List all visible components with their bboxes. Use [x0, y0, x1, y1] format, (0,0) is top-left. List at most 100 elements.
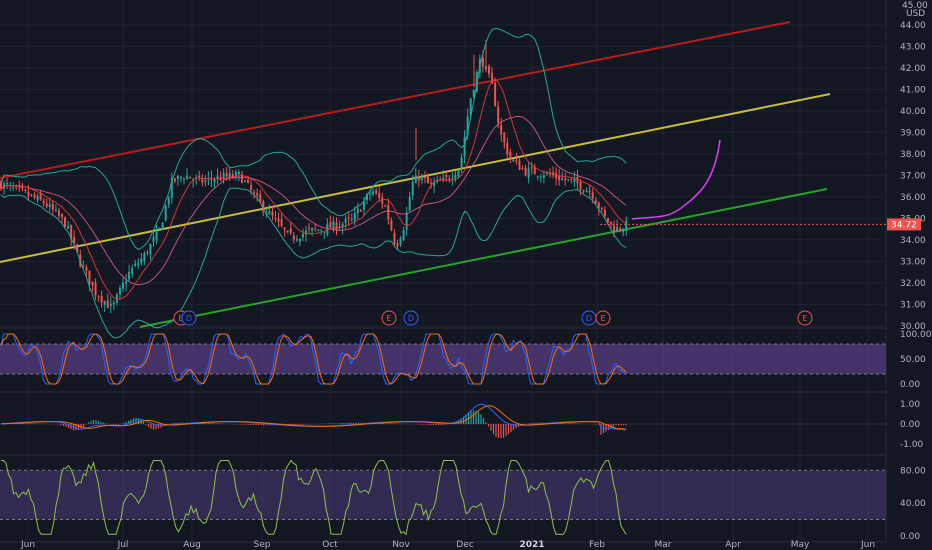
candle-body	[390, 220, 393, 231]
candle-body	[616, 226, 619, 232]
candle-body	[579, 181, 582, 190]
candle-body	[234, 171, 237, 176]
candle-body	[585, 190, 588, 193]
event-marker-label: E	[178, 314, 183, 323]
candle-body	[12, 187, 15, 189]
candle-body	[97, 296, 100, 298]
candle-body	[588, 190, 591, 193]
upper-channel-line	[0, 21, 791, 179]
lower-channel-line	[139, 188, 828, 328]
x-tick-label: Aug	[183, 540, 201, 550]
event-marker: D	[181, 310, 197, 326]
candle-body	[625, 220, 628, 231]
candle-body	[591, 192, 594, 199]
candle-body	[51, 203, 54, 210]
candle-body	[317, 229, 320, 231]
candle-body	[356, 208, 359, 213]
candle-body	[137, 263, 140, 266]
candle-body	[344, 218, 347, 223]
candle-body	[512, 159, 515, 161]
candle-body	[423, 176, 426, 179]
x-tick-label: Mar	[655, 540, 672, 550]
grid	[0, 0, 887, 543]
candle-body	[564, 178, 567, 180]
candle-body	[54, 209, 57, 211]
candle-body	[298, 238, 301, 242]
candle-body	[332, 221, 335, 230]
macd-signal-line	[0, 405, 627, 430]
candle-body	[231, 174, 234, 178]
candle-body	[472, 90, 475, 97]
candle-body	[314, 228, 317, 230]
y-tick-label: 0.00	[900, 380, 920, 390]
candle-body	[408, 196, 411, 211]
candle-body	[125, 281, 128, 284]
candle-body	[305, 230, 307, 235]
candle-body	[146, 252, 149, 254]
candle-body	[64, 217, 67, 227]
candle-body	[384, 205, 387, 207]
candlestick-series	[0, 27, 628, 339]
y-tick-label: 32.00	[900, 279, 926, 289]
y-tick-label: 34.00	[900, 236, 926, 246]
candle-body	[597, 202, 600, 209]
candle-body	[466, 116, 469, 136]
candle-body	[366, 194, 368, 201]
candle-body	[555, 172, 558, 179]
y-tick-label: 30.00	[900, 322, 926, 332]
candle-body	[420, 175, 423, 181]
candle-body	[427, 175, 429, 184]
candle-body	[396, 243, 399, 247]
candle-body	[228, 172, 231, 178]
candle-body	[158, 227, 161, 229]
candle-body	[558, 175, 561, 181]
candle-body	[286, 230, 289, 232]
projection-path	[631, 139, 721, 220]
candle-body	[506, 143, 509, 155]
candle-body	[118, 287, 121, 295]
y-tick-label: 39.00	[900, 128, 926, 138]
candle-body	[301, 233, 304, 238]
candle-body	[170, 177, 173, 198]
candle-body	[167, 197, 170, 205]
candle-body	[436, 179, 439, 182]
x-tick-label: Apr	[725, 540, 741, 550]
event-marker-label: E	[386, 314, 391, 323]
candle-body	[57, 210, 60, 217]
candle-body	[362, 201, 365, 210]
candle-body	[295, 239, 298, 241]
candle-body	[530, 167, 533, 169]
candle-body	[460, 157, 463, 170]
candle-body	[85, 267, 88, 271]
x-tick-label: Dec	[456, 540, 473, 550]
candle-body	[277, 218, 280, 222]
candle-body	[82, 265, 85, 267]
event-marker-circle	[403, 310, 419, 326]
candle-body	[292, 235, 295, 240]
last-price-tag	[887, 218, 921, 231]
candle-body	[237, 171, 240, 175]
candle-body	[274, 217, 277, 219]
candle-body	[561, 178, 564, 180]
y-tick-label: 42.00	[900, 64, 926, 74]
candle-body	[536, 176, 539, 178]
candle-body	[308, 228, 311, 230]
y-tick-label: 37.00	[900, 171, 926, 181]
scale-top-label: 45.00	[902, 1, 928, 11]
candle-body	[283, 227, 286, 230]
candle-body	[375, 190, 378, 194]
stoch-d-line	[0, 333, 627, 385]
y-tick-label: 0.00	[900, 420, 920, 430]
event-marker-circle	[595, 310, 611, 326]
candle-body	[414, 175, 417, 184]
candle-body	[353, 212, 356, 221]
candle-body	[100, 295, 103, 303]
indicator-panes	[0, 333, 886, 536]
candle-body	[48, 204, 51, 207]
candle-body	[247, 179, 250, 183]
candle-body	[573, 178, 576, 182]
candle-body	[433, 182, 436, 186]
candle-body	[201, 177, 204, 183]
candle-body	[613, 225, 616, 233]
